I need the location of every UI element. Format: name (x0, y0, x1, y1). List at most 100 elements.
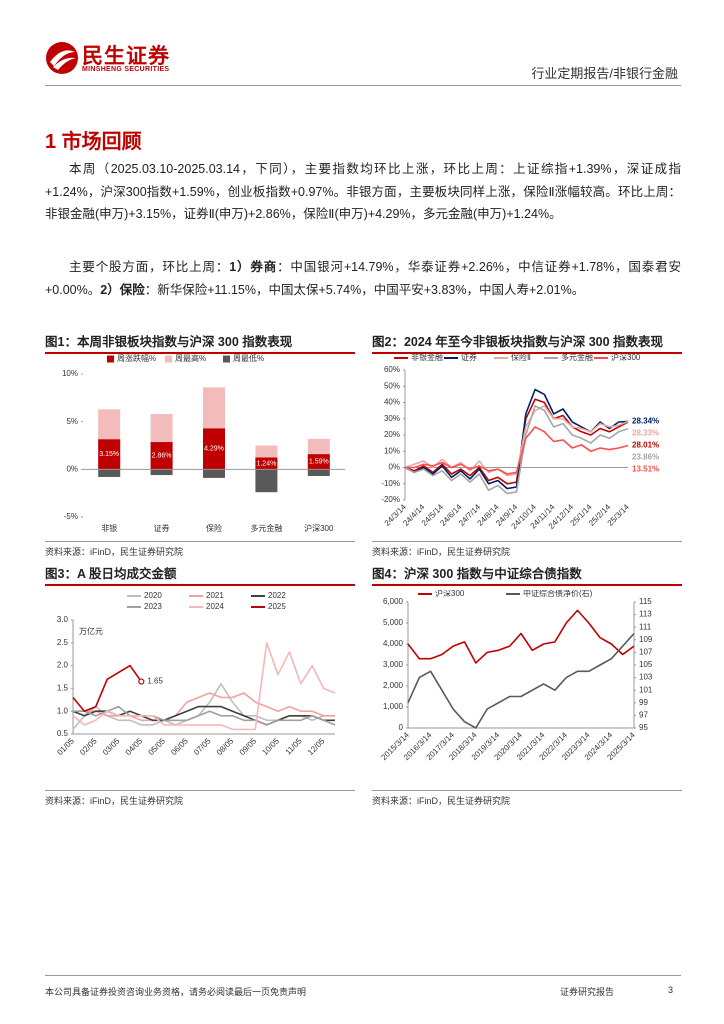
figure-source: 资料来源：iFinD，民生证券研究院 (372, 541, 682, 558)
end-label: 23.86% (632, 453, 659, 462)
x-tick-label: 04/05 (124, 736, 145, 757)
y-tick-label: 1.5 (57, 684, 69, 693)
legend-swatch (223, 355, 230, 363)
y-tick-label: 2.0 (57, 661, 69, 670)
data-label: 2.86% (152, 453, 172, 460)
legend-label: 周涨跌幅% (117, 353, 156, 363)
end-label: 28.01% (632, 441, 659, 450)
chart: 沪深300 中证综合债净价(右) 0 1,000 2,000 3,000 4,000 5,00… (379, 590, 653, 762)
data-label: 1.65 (147, 677, 163, 686)
y-tick-label: 1.0 (57, 706, 69, 715)
figure-source: 资料来源：iFinD，民生证券研究院 (372, 790, 682, 807)
bar (203, 469, 225, 478)
y-tick-label: 2.5 (57, 638, 69, 647)
legend-label: 2021 (206, 591, 224, 600)
legend-label: 证券 (461, 352, 477, 362)
footer-label: 证券研究报告 (560, 987, 615, 997)
y-tick-label: 0% (388, 463, 400, 472)
x-tick-label: 11/05 (284, 736, 304, 756)
bar (150, 469, 173, 476)
y-tick-label: 2,000 (383, 681, 404, 690)
legend-label: 2025 (268, 602, 286, 611)
text-run: 主要个股方面，环比上周： (69, 260, 230, 274)
figure-caption: 图2：2024 年至今非银板块指数与沪深 300 指数表现 (372, 331, 682, 354)
y2-tick-label: 101 (639, 685, 653, 694)
y2-tick-label: 111 (639, 622, 652, 631)
x-tick-label: 25/3/14 (606, 502, 632, 528)
text-run: 本周（2025.03.10-2025.03.14，下同），主要指数均环比上涨，环… (45, 162, 681, 221)
x-tick-label: 05/05 (147, 736, 168, 757)
logo-text: 民生证券 (82, 45, 170, 68)
y-tick-label: 60% (384, 365, 400, 374)
legend-label: 非银金融 (411, 352, 443, 362)
y-tick-label: -5% (64, 512, 78, 521)
y-tick-label: 5% (66, 417, 78, 426)
x-tick-label: 03/05 (101, 736, 122, 757)
text-run: ：中国银河+14.79%，华泰证券+2.26%，中信证券+1.78%，国泰君安+… (45, 260, 681, 297)
figure-caption: 图3：A 股日均成交金额 (45, 563, 355, 586)
bar (98, 439, 121, 470)
y-tick-label: 50% (384, 381, 400, 390)
y-tick-label: 0 (399, 723, 404, 732)
x-tick-label: 保险 (206, 523, 222, 533)
y2-tick-label: 107 (639, 648, 653, 657)
x-tick-label: 01/05 (55, 736, 76, 757)
legend-swatch (107, 355, 114, 363)
point-marker (138, 678, 145, 685)
x-tick-label: 沪深300 (304, 523, 334, 533)
legend-label: 沪深300 (435, 590, 465, 598)
bar (203, 428, 225, 470)
legend-label: 2023 (144, 602, 162, 611)
line-series (404, 405, 629, 477)
y-tick-label: 1,000 (383, 702, 404, 711)
y2-tick-label: 109 (639, 635, 653, 644)
x-tick-label: 08/05 (215, 736, 236, 757)
data-label: 1.59% (309, 459, 329, 466)
legend-label: 保险Ⅱ (511, 352, 531, 362)
text-run: ：新华保险+11.15%，中国太保+5.74%，中国平安+3.83%，中国人寿+… (144, 282, 585, 297)
footer-rule (45, 975, 681, 976)
legend-label: 周最低% (233, 353, 264, 363)
header-rule (45, 85, 681, 86)
end-label: 13.51% (632, 465, 659, 474)
logo-subtext: MINSHENG SECURITIES (82, 66, 170, 73)
figure-source: 资料来源：iFinD，民生证券研究院 (45, 541, 355, 558)
y-tick-label: 30% (384, 414, 400, 423)
x-tick-label: 09/05 (238, 736, 259, 757)
bar (255, 469, 278, 493)
y-tick-label: 5,000 (383, 618, 404, 627)
line-series (405, 426, 629, 475)
y2-tick-label: 103 (639, 673, 653, 682)
footer-disclaimer: 本公司具备证券投资咨询业务资格，请务必阅读最后一页免责声明 (45, 987, 307, 997)
y2-tick-label: 99 (639, 698, 648, 707)
y-tick-label: 3.0 (57, 615, 69, 624)
x-tick-label: 06/05 (169, 736, 190, 757)
y2-tick-label: 113 (639, 610, 652, 619)
x-tick-label: 12/05 (306, 736, 327, 757)
end-label: 28.34% (632, 417, 659, 426)
x-tick-label: 07/05 (192, 736, 213, 757)
section-title: 1 市场回顾 (45, 131, 142, 153)
text-run: 1）券商 (229, 260, 278, 274)
line-series (72, 664, 142, 712)
legend-label: 2024 (206, 602, 224, 611)
y2-tick-label: 105 (639, 660, 653, 669)
figure-caption: 图1：本周非银板块指数与沪深 300 指数表现 (45, 331, 355, 354)
x-tick-label: 非银 (101, 523, 117, 533)
report-type: 行业定期报告/非银行金融 (531, 66, 678, 81)
line-series (404, 405, 629, 495)
legend-label: 沪深300 (611, 352, 641, 362)
y-tick-label: 0% (66, 464, 78, 473)
x-tick-label: 10/05 (260, 736, 281, 757)
legend-swatch (165, 355, 172, 363)
logo-icon (46, 42, 78, 74)
y-tick-label: 20% (384, 430, 400, 439)
bar (307, 469, 330, 477)
legend-label: 2020 (144, 591, 162, 600)
y2-tick-label: 115 (639, 597, 652, 606)
figure-caption: 图4：沪深 300 指数与中证综合债指数 (372, 563, 682, 586)
figure-source: 资料来源：iFinD，民生证券研究院 (45, 790, 355, 807)
paragraph: 主要个股方面，环比上周：1）券商：中国银河+14.79%，华泰证券+2.26%，… (45, 256, 681, 301)
data-label: 1.24% (256, 460, 276, 467)
